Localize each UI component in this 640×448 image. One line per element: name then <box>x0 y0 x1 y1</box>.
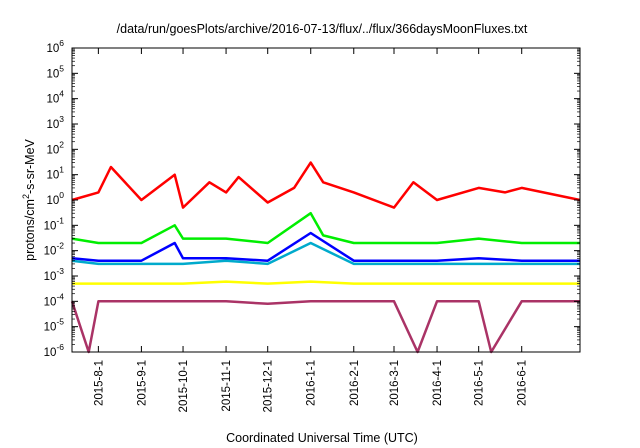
y-tick-label: 103 <box>46 114 64 131</box>
x-tick-label: 2015-10-1 <box>178 360 190 412</box>
y-axis-label-sup: 2 <box>21 194 31 199</box>
y-tick-label: 106 <box>46 38 64 55</box>
series-line-1 <box>71 211 580 245</box>
series-line-0 <box>71 161 581 209</box>
y-tick-label: 10-2 <box>44 241 65 258</box>
y-tick-label: 10-4 <box>44 291 65 308</box>
x-tick-label: 2016-2-1 <box>349 360 361 406</box>
y-axis-label: protons/cm2-s-sr-MeV <box>21 138 37 260</box>
series-line-4 <box>72 280 580 285</box>
x-axis-label: Coordinated Universal Time (UTC) <box>226 431 418 445</box>
series-line-5 <box>70 300 580 354</box>
x-axis: 2015-8-1 2015-9-1 2015-10-1 2015-11-1 2015-1… <box>93 48 529 412</box>
x-tick-label: 2015-9-1 <box>136 360 148 406</box>
x-tick-label: 2016-5-1 <box>474 360 486 406</box>
plot-frame <box>71 47 581 353</box>
x-tick-label: 2015-8-1 <box>93 360 105 406</box>
series-line-3 <box>71 231 580 262</box>
y-tick-label: 100 <box>46 190 64 207</box>
y-tick-label: 105 <box>46 63 64 80</box>
x-tick-label: 2016-6-1 <box>517 360 529 406</box>
x-tick-label: 2015-12-1 <box>263 360 275 412</box>
x-tick-label: 2015-11-1 <box>221 360 233 412</box>
y-tick-label: 10-3 <box>44 266 65 283</box>
y-tick-label: 10-5 <box>44 317 65 334</box>
series-line-2 <box>71 241 580 266</box>
series-layer <box>70 161 581 354</box>
x-tick-label: 2016-3-1 <box>389 360 401 406</box>
y-axis-label-base: protons/cm <box>23 199 37 261</box>
y-tick-label: 104 <box>46 89 64 106</box>
y-tick-label: 101 <box>46 165 64 182</box>
x-tick-label: 2016-1-1 <box>306 360 318 406</box>
chart-title: /data/run/goesPlots/archive/2016-07-13/f… <box>117 22 528 36</box>
y-tick-label: 10-6 <box>44 342 65 359</box>
y-tick-label: 102 <box>46 139 64 156</box>
y-tick-label: 10-1 <box>44 215 65 232</box>
y-axis-label-rest: -s-sr-MeV <box>23 138 37 194</box>
x-tick-label: 2016-4-1 <box>432 360 444 406</box>
y-axis: 10-6 10-5 10-4 10-3 10-2 10-1 100 101 102 103 104 1… <box>44 38 580 359</box>
